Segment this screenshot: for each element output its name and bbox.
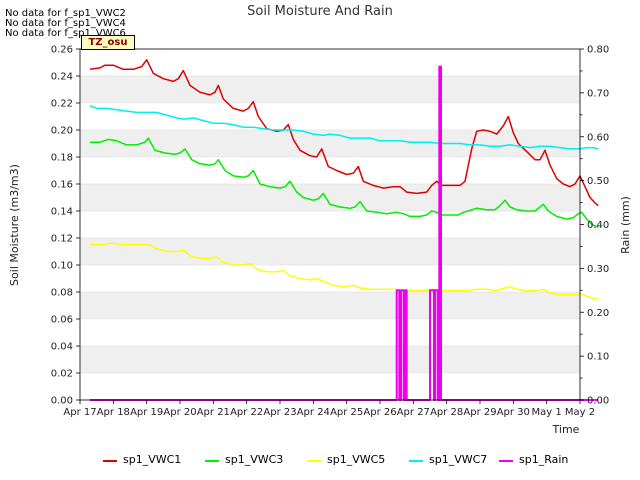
y-left-tick-label: 0.06 xyxy=(51,315,73,326)
x-tick-label: Apr 23 xyxy=(263,407,296,418)
legend-swatch xyxy=(205,460,219,462)
grid-band xyxy=(80,346,580,373)
y-left-tick-label: 0.10 xyxy=(51,261,73,272)
series-line-sp1-vwc1 xyxy=(89,59,599,207)
y-right-tick-label: 0.40 xyxy=(587,220,609,231)
y-left-tick-label: 0.16 xyxy=(51,180,73,191)
x-tick-label: Apr 24 xyxy=(297,407,330,418)
x-tick-label: Apr 18 xyxy=(97,407,130,418)
y-left-tick-label: 0.20 xyxy=(51,126,73,137)
series-line-sp1-vwc3 xyxy=(90,137,599,228)
x-tick-label: May 1 xyxy=(532,407,562,418)
legend-label: sp1_Rain xyxy=(519,453,569,466)
chart-title: Soil Moisture And Rain xyxy=(247,4,393,19)
y-right-tick-label: 0.60 xyxy=(587,132,609,143)
y-left-tick-label: 0.14 xyxy=(51,207,73,218)
y-right-tick-label: 0.00 xyxy=(587,396,609,407)
legend-label: sp1_VWC3 xyxy=(225,453,284,466)
x-axis-ticks: Apr 17 Apr 18 Apr 19 Apr 20 Apr 21 Apr 22 Apr … xyxy=(63,400,595,418)
y-left-tick-label: 0.26 xyxy=(51,45,73,56)
x-tick-label: Apr 27 xyxy=(397,407,430,418)
y-axis-right-ticks: 0.00 0.10 0.20 0.30 0.40 0.50 0.60 0.70 0.80 xyxy=(580,45,609,407)
y-axis-right-label: Rain (mm) xyxy=(619,196,632,254)
no-data-message-vwc4: No data for f_sp1_VWC4 xyxy=(5,18,126,29)
legend-label: sp1_VWC1 xyxy=(123,453,182,466)
x-tick-label: Apr 29 xyxy=(463,407,496,418)
grid-band xyxy=(80,184,580,211)
legend-swatch xyxy=(307,460,321,462)
legend-label: sp1_VWC7 xyxy=(429,453,488,466)
x-tick-label: Apr 17 xyxy=(63,407,96,418)
x-tick-label: Apr 26 xyxy=(363,407,396,418)
legend-swatch xyxy=(103,460,117,462)
chart-legend: sp1_VWC1 sp1_VWC3 sp1_VWC5 sp1_VWC7 sp1_Rain xyxy=(0,453,640,469)
x-tick-label: Apr 28 xyxy=(430,407,463,418)
y-right-tick-label: 0.10 xyxy=(587,352,609,363)
x-tick-label: Apr 30 xyxy=(497,407,530,418)
y-right-tick-label: 0.80 xyxy=(587,45,609,56)
y-left-tick-label: 0.00 xyxy=(51,396,73,407)
series-line-sp1-vwc5 xyxy=(90,242,599,300)
legend-label: sp1_VWC5 xyxy=(327,453,386,466)
grid-band xyxy=(80,292,580,319)
x-axis-label: Time xyxy=(552,423,580,436)
site-label-badge: TZ_osu xyxy=(81,35,135,50)
y-left-tick-label: 0.04 xyxy=(51,342,73,353)
y-left-tick-label: 0.08 xyxy=(51,288,73,299)
y-right-tick-label: 0.20 xyxy=(587,308,609,319)
y-left-tick-label: 0.22 xyxy=(51,99,73,110)
y-right-tick-label: 0.50 xyxy=(587,176,609,187)
x-tick-label: Apr 22 xyxy=(230,407,263,418)
series-line-sp1-vwc7 xyxy=(89,105,599,150)
y-left-tick-label: 0.02 xyxy=(51,369,73,380)
no-data-message-vwc2: No data for f_sp1_VWC2 xyxy=(5,8,126,19)
y-axis-left-label: Soil Moisture (m3/m3) xyxy=(8,164,21,286)
x-tick-label: Apr 19 xyxy=(130,407,163,418)
x-tick-label: Apr 20 xyxy=(163,407,196,418)
x-tick-label: Apr 21 xyxy=(197,407,230,418)
grid-bands xyxy=(80,76,580,373)
legend-swatch xyxy=(409,460,423,462)
grid-band xyxy=(80,76,580,103)
y-left-tick-label: 0.18 xyxy=(51,153,73,164)
legend-swatch xyxy=(499,460,513,462)
y-axis-left-ticks: 0.00 0.02 0.04 0.06 0.08 0.10 0.12 0.14 0.16 0.18… xyxy=(51,45,80,407)
y-right-tick-label: 0.70 xyxy=(587,88,609,99)
no-data-message-vwc6: No data for f_sp1_VWC6 xyxy=(5,28,126,39)
y-left-tick-label: 0.12 xyxy=(51,234,73,245)
x-tick-label: Apr 25 xyxy=(330,407,363,418)
x-tick-label: May 2 xyxy=(565,407,595,418)
y-right-tick-label: 0.30 xyxy=(587,264,609,275)
y-left-tick-label: 0.24 xyxy=(51,72,73,83)
grid-band xyxy=(80,238,580,265)
